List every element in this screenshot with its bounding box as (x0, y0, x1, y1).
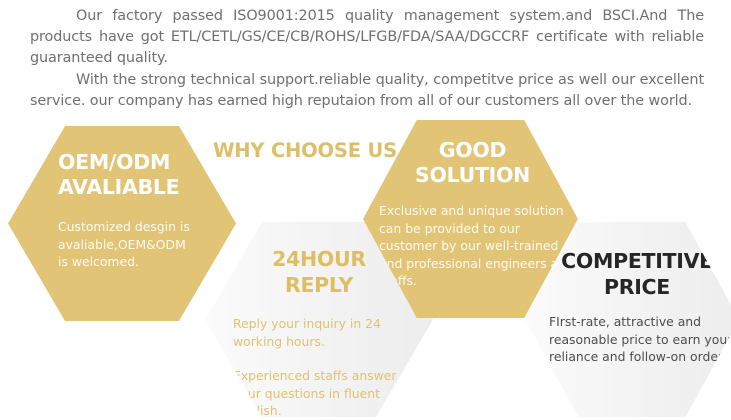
hexagon-24hour-reply-body-1: Reply your inquiry in 24 working hours. (233, 316, 381, 349)
hexagon-24hour-reply-body-2: Experienced staffs answer all your quest… (233, 368, 415, 418)
hexagon-good-solution-title-line2: SOLUTION (415, 163, 530, 187)
hexagon-good-solution-content: GOOD SOLUTION Exclusive and unique solut… (363, 138, 578, 290)
hexagon-competitive-price-title: COMPETITIVE PRICE (561, 248, 719, 300)
hexagon-good-solution-title: GOOD SOLUTION (395, 138, 560, 188)
hexagon-oem-odm-body: Customized desgin is avaliable,OEM&ODM i… (58, 219, 190, 269)
hexagon-competitive-price-title-line2: PRICE (604, 275, 670, 299)
hexagon-oem-odm-title-line1: OEM/ODM (58, 150, 171, 174)
why-choose-us-hexagon-board: OEM/ODM AVALIABLE Customized desgin is a… (0, 118, 731, 417)
hexagon-oem-odm-title-line2: AVALIABLE (58, 175, 180, 199)
hexagon-competitive-price-body: FIrst-rate, attractive and reasonable pr… (549, 314, 731, 364)
hexagon-24hour-reply-title: 24HOUR REPLY (257, 246, 389, 298)
intro-paragraph-certifications: Our factory passed ISO9001:2015 quality … (30, 8, 704, 66)
hexagon-24hour-reply-title-line2: REPLY (284, 273, 354, 297)
hexagon-24hour-reply-content: 24HOUR REPLY Reply your inquiry in 24 wo… (205, 246, 433, 418)
hexagon-oem-odm-title: OEM/ODM AVALIABLE (58, 150, 194, 200)
hexagon-oem-odm-content: OEM/ODM AVALIABLE Customized desgin is a… (8, 150, 236, 271)
intro-paragraph-service: With the strong technical support.reliab… (30, 72, 704, 109)
hexagon-oem-odm: OEM/ODM AVALIABLE Customized desgin is a… (8, 126, 236, 321)
hexagon-24hour-reply-title-line1: 24HOUR (272, 247, 366, 271)
hexagon-good-solution-title-line1: GOOD (438, 138, 507, 162)
intro-copy-block: Our factory passed ISO9001:2015 quality … (30, 6, 704, 112)
hexagon-competitive-price-content: COMPETITIVE PRICE FIrst-rate, attractive… (525, 248, 731, 366)
hexagon-competitive-price-title-line1: COMPETITIVE (561, 249, 713, 273)
section-heading-why-choose-us: WHY CHOOSE US (213, 139, 397, 162)
hexagon-good-solution-body: Exclusive and unique solution can be pro… (379, 203, 574, 288)
